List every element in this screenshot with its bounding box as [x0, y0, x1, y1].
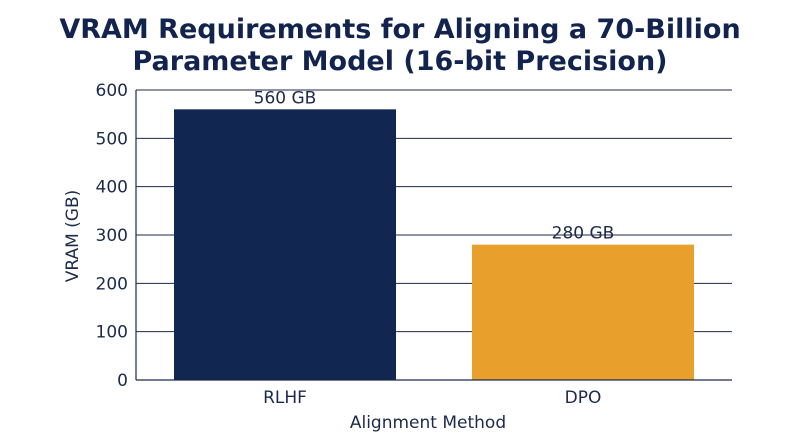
- chart-title-line-2: Parameter Model (16-bit Precision): [132, 46, 667, 77]
- y-tick-label: 100: [96, 323, 128, 343]
- data-label-rlhf: 560 GB: [254, 88, 317, 108]
- axes: 0 100 200 300 400 500 600 RLHF DPO: [96, 81, 732, 408]
- y-tick-label: 300: [96, 226, 128, 246]
- y-tick-label: 0: [117, 371, 128, 391]
- bars: 560 GB 280 GB: [174, 88, 694, 380]
- chart-title-line-1: VRAM Requirements for Aligning a 70-Bill…: [59, 14, 740, 45]
- bar-dpo: [472, 244, 694, 380]
- y-tick-label: 200: [96, 274, 128, 294]
- bar-rlhf: [174, 109, 396, 380]
- y-tick-label: 400: [96, 178, 128, 198]
- x-tick-label-dpo: DPO: [565, 388, 602, 408]
- x-tick-label-rlhf: RLHF: [263, 388, 307, 408]
- x-axis-title: Alignment Method: [350, 413, 506, 433]
- y-axis-title: VRAM (GB): [63, 190, 83, 283]
- data-label-dpo: 280 GB: [552, 224, 615, 244]
- y-tick-label: 600: [96, 81, 128, 101]
- y-tick-label: 500: [96, 129, 128, 149]
